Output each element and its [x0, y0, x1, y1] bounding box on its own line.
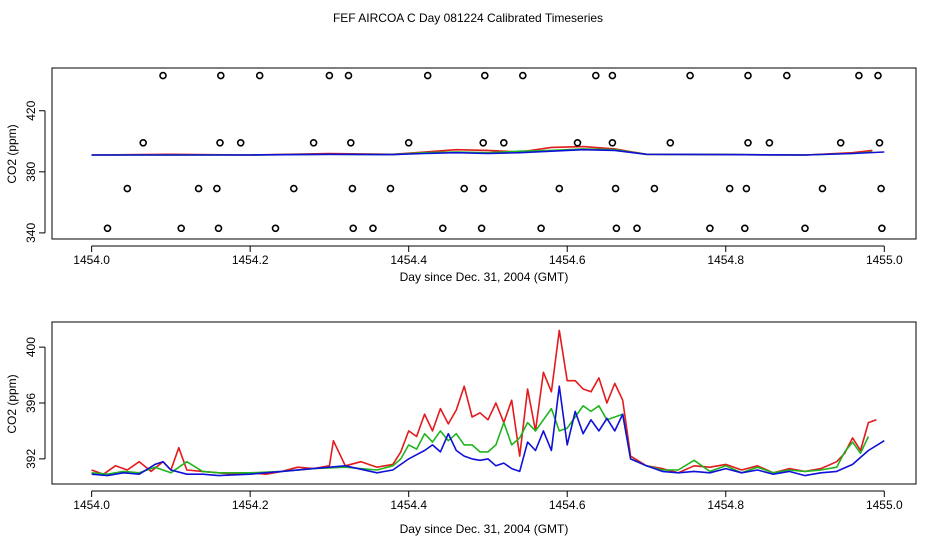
timeseries-panel: 1454.0 1454.2 1454.4 1454.6 1454.8 1455.0 392…	[5, 321, 917, 536]
calibration-point	[289, 184, 298, 193]
calibration-point	[386, 184, 395, 193]
calibration-point	[216, 139, 224, 147]
calibration-point	[159, 71, 167, 80]
calibration-point	[744, 71, 752, 80]
calibration-point	[325, 71, 334, 80]
series-red-line	[91, 329, 877, 476]
calibration-point	[725, 184, 734, 193]
calibration-point	[344, 71, 353, 80]
x-axis-label: Day since Dec. 31, 2004 (GMT)	[400, 522, 569, 536]
calibration-point	[591, 71, 600, 80]
calibration-point	[836, 139, 845, 147]
y-tick-label: 392	[24, 449, 38, 469]
y-tick-label: 400	[24, 337, 38, 357]
x-tick-label: 1455.0	[866, 498, 903, 512]
calibration-point	[123, 184, 132, 193]
calibration-point	[765, 139, 774, 147]
y-tick-label: 420	[24, 100, 38, 120]
series-green-line	[91, 404, 870, 476]
x-tick-label: 1454.2	[232, 253, 269, 267]
calibration-point	[404, 139, 413, 147]
calibration-point	[633, 224, 641, 233]
y-tick-label: 340	[24, 223, 38, 243]
calibration-point	[875, 139, 884, 147]
calibration-point	[346, 139, 355, 147]
calibration-point	[612, 224, 621, 233]
calibration-point	[369, 224, 377, 233]
calibration-point	[878, 224, 886, 233]
calibration-point	[650, 184, 659, 193]
calibration-point	[194, 184, 203, 193]
x-tick-label: 1454.6	[549, 253, 586, 267]
calibration-point	[177, 224, 185, 233]
y-axis-label: CO2 (ppm)	[5, 374, 19, 433]
calibration-point	[818, 184, 827, 193]
calibration-point	[255, 71, 264, 80]
calibration-point	[271, 224, 280, 233]
calibration-point	[537, 224, 545, 233]
calibration-point	[214, 224, 223, 233]
plot-frame	[51, 321, 917, 485]
calibration-point	[611, 184, 620, 193]
calibration-point	[477, 224, 486, 233]
y-tick-label: 380	[24, 161, 38, 181]
x-tick-label: 1454.8	[707, 253, 744, 267]
calibration-point	[801, 224, 809, 233]
calibration-point	[874, 71, 882, 80]
plot-frame	[51, 67, 917, 240]
x-tick-label: 1454.4	[390, 253, 427, 267]
calibration-point	[348, 184, 357, 193]
y-tick-label: 396	[24, 393, 38, 413]
calibration-point	[666, 139, 675, 147]
calibration-point	[423, 71, 432, 80]
calibration-point	[236, 139, 245, 147]
calibration-point	[438, 224, 447, 233]
calibration-point	[103, 224, 112, 233]
calibration-point	[479, 139, 488, 147]
calibration-point	[349, 224, 358, 233]
calibration-point	[782, 71, 791, 80]
series-blue-line	[91, 385, 885, 477]
calibration-point	[573, 139, 582, 147]
x-tick-label: 1454.0	[73, 498, 110, 512]
calibration-point	[740, 224, 749, 233]
calibration-point	[744, 139, 752, 147]
x-tick-label: 1454.0	[73, 253, 110, 267]
calibration-point	[742, 184, 751, 193]
calibration-point	[518, 71, 527, 80]
calibration-point	[480, 71, 489, 80]
x-tick-label: 1454.4	[390, 498, 427, 512]
calibration-panel: 1454.0 1454.2 1454.4 1454.6 1454.8 1455.0 340…	[5, 67, 917, 284]
calibration-point	[608, 139, 617, 147]
calibration-point	[217, 71, 225, 80]
x-tick-label: 1454.6	[549, 498, 586, 512]
calibration-point	[555, 184, 564, 193]
calibration-point	[686, 71, 694, 80]
figure-title: FEF AIRCOA C Day 081224 Calibrated Times…	[333, 11, 603, 25]
y-axis-label: CO2 (ppm)	[5, 124, 19, 183]
x-tick-label: 1454.8	[707, 498, 744, 512]
calibration-point	[499, 139, 508, 147]
calibration-point	[877, 184, 885, 193]
x-tick-label: 1454.2	[232, 498, 269, 512]
calibration-point	[213, 184, 221, 193]
calibration-point	[706, 224, 714, 233]
calibration-point	[479, 184, 488, 193]
x-tick-label: 1455.0	[866, 253, 903, 267]
calibration-point	[460, 184, 469, 193]
series-blue-line	[91, 148, 885, 156]
calibration-point	[855, 71, 863, 80]
x-axis-label: Day since Dec. 31, 2004 (GMT)	[400, 270, 569, 284]
calibration-point	[309, 139, 318, 147]
calibration-point	[139, 139, 147, 147]
calibration-point	[608, 71, 617, 80]
